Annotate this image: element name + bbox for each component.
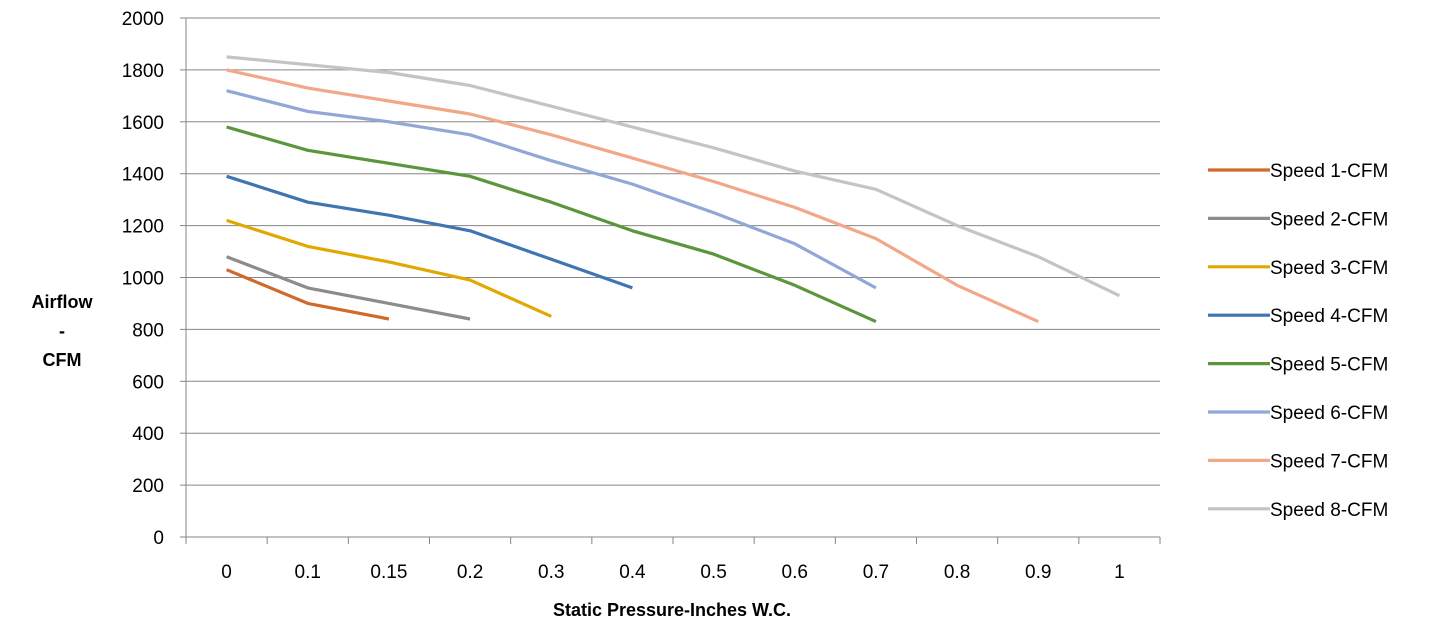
series-line-speed-7 — [226, 68, 1039, 324]
x-tick-labels: 0 0.1 0.15 0.2 0.3 0.4 0.5 0.6 0.7 0.8 0.9 1 — [221, 562, 1124, 583]
y-tick-label: 1200 — [122, 217, 164, 238]
legend: Speed 1-CFM Speed 2-CFM Speed 3-CFM Speed 4… — [1208, 161, 1388, 521]
legend-label: Speed 3-CFM — [1270, 258, 1388, 279]
y-tick-label: 1400 — [122, 165, 164, 186]
x-tick-label: 0.8 — [944, 562, 970, 583]
y-tick-label: 2000 — [122, 9, 164, 30]
y-tick-label: 400 — [132, 424, 164, 445]
legend-item: Speed 6-CFM — [1208, 403, 1388, 424]
x-tick-label: 1 — [1114, 562, 1125, 583]
y-tick-label: 1600 — [122, 113, 164, 134]
x-tick-label: 0 — [221, 562, 232, 583]
y-axis-title: Airflow - CFM — [32, 292, 94, 370]
x-tick-label: 0.6 — [782, 562, 808, 583]
series-line-speed-6 — [226, 89, 877, 290]
axes — [185, 18, 1161, 544]
legend-item: Speed 3-CFM — [1208, 258, 1388, 279]
legend-label: Speed 5-CFM — [1270, 355, 1388, 376]
legend-label: Speed 8-CFM — [1270, 500, 1388, 521]
legend-label: Speed 2-CFM — [1270, 209, 1388, 230]
y-tick-label: 1800 — [122, 61, 164, 82]
series-line-speed-5 — [226, 125, 877, 324]
series-line-speed-4 — [226, 174, 633, 290]
y-tick-label: 0 — [153, 528, 164, 549]
legend-item: Speed 5-CFM — [1208, 355, 1388, 376]
x-tick-label: 0.7 — [863, 562, 889, 583]
y-axis-title-line: Airflow — [32, 292, 94, 312]
y-axis-title-line: CFM — [43, 350, 82, 370]
legend-item: Speed 2-CFM — [1208, 209, 1388, 230]
y-tick-labels: 0 200 400 600 800 1000 1200 1400 1600 1800 2000 — [122, 9, 164, 549]
grid — [180, 17, 1160, 538]
legend-label: Speed 6-CFM — [1270, 403, 1388, 424]
legend-label: Speed 4-CFM — [1270, 306, 1388, 327]
series-line-speed-2 — [226, 255, 471, 321]
x-tick-label: 0.4 — [619, 562, 646, 583]
y-tick-label: 600 — [132, 372, 164, 393]
y-tick-label: 1000 — [122, 269, 164, 290]
y-axis-title-line: - — [59, 321, 65, 341]
series-line-speed-1 — [225, 268, 390, 321]
legend-item: Speed 4-CFM — [1208, 306, 1388, 327]
x-tick-label: 0.2 — [457, 562, 483, 583]
y-tick-label: 800 — [132, 320, 164, 341]
x-tick-label: 0.1 — [295, 562, 321, 583]
x-tick-label: 0.9 — [1025, 562, 1051, 583]
series-line-speed-3 — [226, 218, 552, 318]
legend-item: Speed 7-CFM — [1208, 451, 1388, 472]
legend-label: Speed 7-CFM — [1270, 451, 1388, 472]
x-axis-title: Static Pressure-Inches W.C. — [553, 600, 791, 620]
series-line-speed-8 — [226, 55, 1121, 298]
legend-item: Speed 1-CFM — [1208, 161, 1388, 182]
series-lines — [225, 55, 1121, 324]
y-tick-label: 200 — [132, 476, 164, 497]
legend-item: Speed 8-CFM — [1208, 500, 1388, 521]
x-tick-label: 0.15 — [370, 562, 407, 583]
x-tick-label: 0.5 — [700, 562, 726, 583]
x-tick-label: 0.3 — [538, 562, 564, 583]
legend-label: Speed 1-CFM — [1270, 161, 1388, 182]
